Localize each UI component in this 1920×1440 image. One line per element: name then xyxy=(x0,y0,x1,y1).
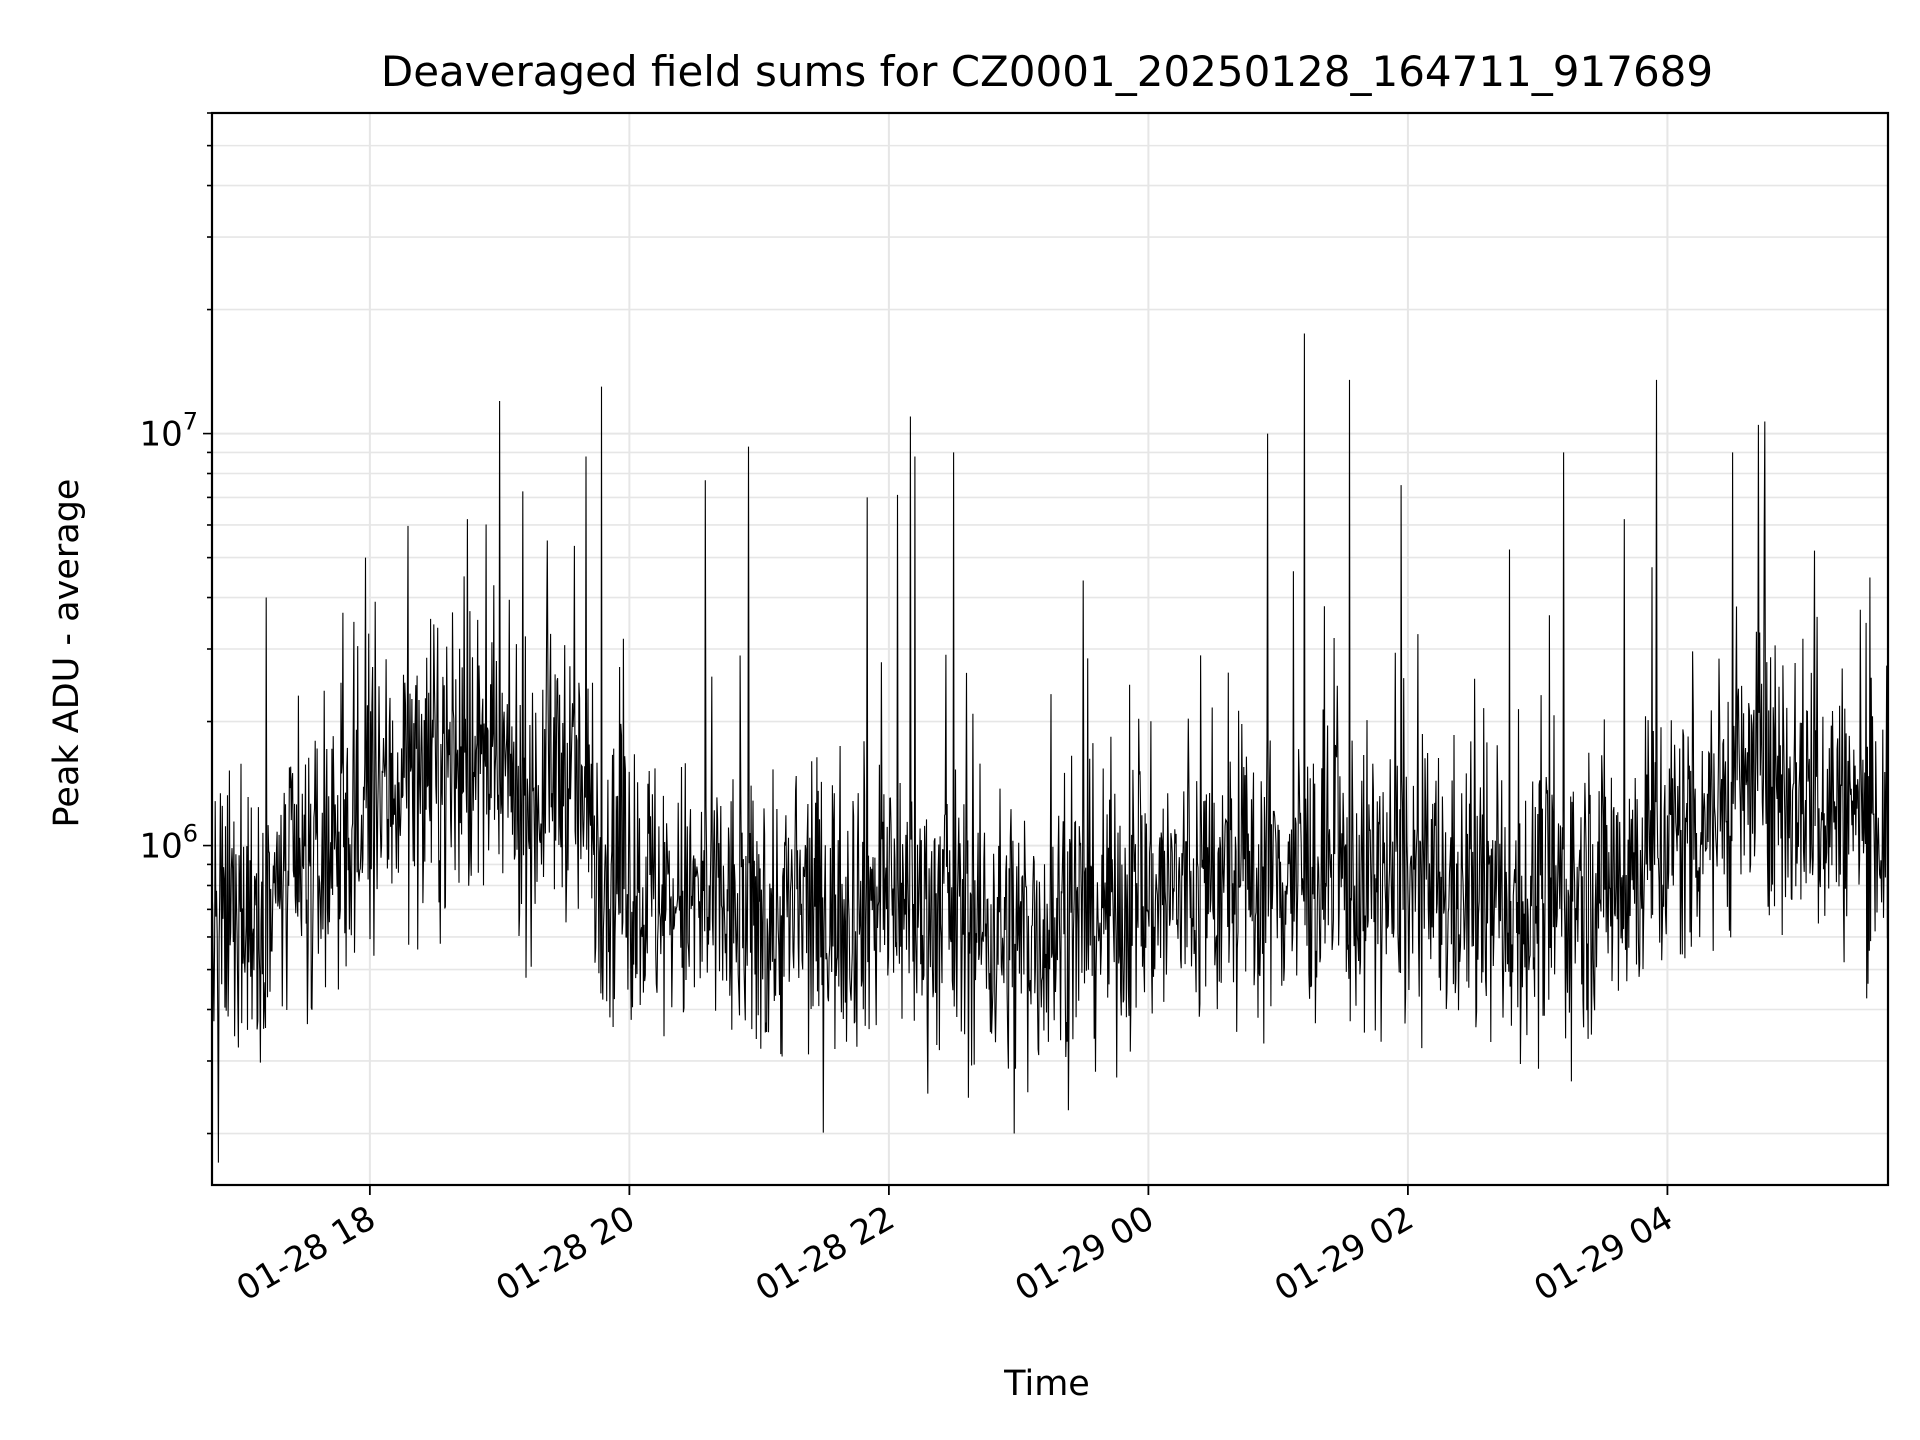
series-line xyxy=(211,333,1889,1163)
ticks xyxy=(203,112,1669,1195)
y-tick-label: 107 xyxy=(139,408,198,455)
y-tick-label: 106 xyxy=(139,820,198,867)
grid xyxy=(212,112,1888,1185)
y-axis-label: Peak ADU - average xyxy=(47,479,87,828)
chart-title: Deaveraged field sums for CZ0001_2025012… xyxy=(381,47,1713,96)
x-axis-label: Time xyxy=(1003,1364,1090,1404)
